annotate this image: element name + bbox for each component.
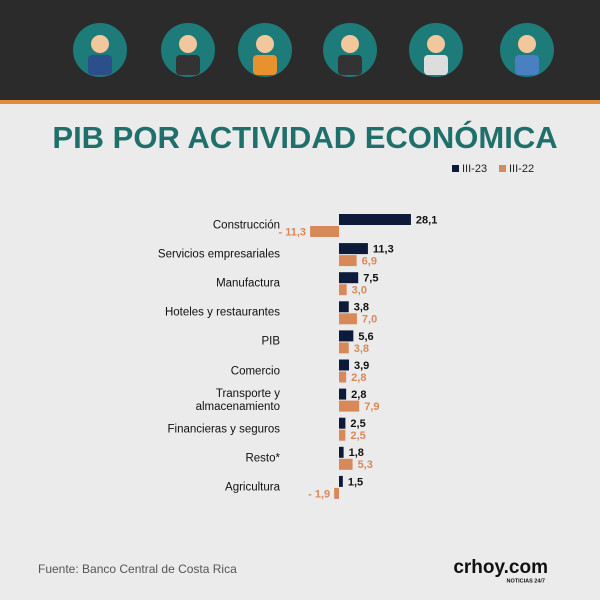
bar [334, 487, 339, 499]
bar [339, 371, 347, 383]
value-label: 7,5 [363, 273, 378, 285]
bar [339, 400, 360, 412]
header-rule [0, 100, 600, 104]
bar [310, 226, 339, 237]
bar [339, 458, 353, 470]
value-label: 2,5 [350, 418, 365, 430]
value-label: 6,9 [362, 256, 377, 268]
bar [339, 272, 359, 284]
category-label: PIB [261, 335, 280, 348]
bar [339, 359, 349, 371]
value-label: 3,8 [354, 302, 369, 314]
value-label: 3,8 [354, 343, 369, 355]
value-label: 11,3 [373, 244, 394, 256]
bar [339, 301, 349, 313]
value-label: 1,5 [348, 476, 363, 488]
value-label: 5,6 [358, 331, 373, 343]
category-label: Servicios empresariales [157, 248, 280, 261]
bar [339, 475, 343, 487]
category-label: Agricultura [225, 481, 280, 494]
category-label: Construcción [212, 219, 280, 232]
legend-label: III-23 [462, 163, 487, 175]
legend-swatch [499, 165, 506, 172]
category-label: Comercio [230, 365, 280, 377]
value-label: 2,8 [351, 372, 366, 384]
category-label: Financieras y seguros [167, 423, 281, 436]
bar [339, 388, 347, 400]
bar [339, 284, 347, 296]
legend-label: III-22 [509, 163, 534, 175]
value-label: 2,5 [350, 430, 365, 442]
category-label: Transporte y almacenamiento [195, 387, 280, 413]
bar [339, 313, 357, 325]
logo-tagline: NOTICIAS 24/7 [506, 578, 545, 584]
bar [339, 342, 349, 354]
bar [339, 214, 411, 225]
value-label: 1,8 [349, 447, 364, 459]
bar [339, 255, 357, 267]
category-label: Manufactura [216, 277, 280, 290]
value-label: 3,9 [354, 360, 369, 372]
value-label: 2,8 [351, 389, 366, 401]
bar [339, 417, 346, 429]
bar [339, 330, 354, 342]
value-label: 28,1 [416, 214, 437, 226]
chart-title: PIB POR ACTIVIDAD ECONÓMICA [52, 119, 557, 155]
value-label: 3,0 [352, 285, 367, 297]
value-label: 5,3 [358, 459, 373, 471]
value-label: - 1,9 [308, 488, 330, 500]
bar [339, 446, 344, 458]
legend-swatch [452, 165, 459, 172]
value-label: 7,0 [362, 314, 377, 326]
value-label: 7,9 [364, 401, 379, 413]
category-label: Resto* [245, 452, 280, 465]
bar [339, 429, 346, 441]
value-label: - 11,3 [279, 226, 307, 238]
bar [339, 243, 368, 255]
logo: crhoy.com [453, 557, 548, 578]
header-icons [73, 23, 554, 77]
category-label: Hoteles y restaurantes [164, 306, 280, 319]
source-note: Fuente: Banco Central de Costa Rica [38, 562, 237, 576]
